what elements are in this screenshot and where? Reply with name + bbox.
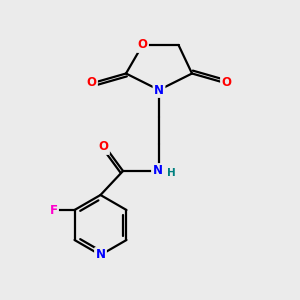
Text: H: H [167,167,176,178]
Text: O: O [86,76,97,89]
Text: N: N [95,248,106,262]
Text: N: N [152,164,163,178]
Text: F: F [50,203,58,217]
Text: O: O [98,140,109,154]
Text: O: O [221,76,232,89]
Text: O: O [137,38,148,52]
Text: N: N [154,83,164,97]
